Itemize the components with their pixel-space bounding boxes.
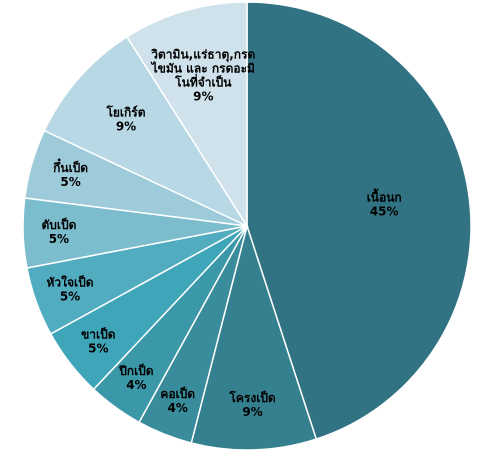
pie-label-name: วิตามิน,แร่ธาตุ,กรด: [151, 47, 256, 62]
pie-label-5: หัวใจเป็ด 5%: [46, 275, 93, 304]
pie-label-value: 5%: [49, 232, 69, 246]
pie-label-name: โนที่จำเป็น: [174, 73, 232, 89]
pie-label-name: โยเกิร์ต: [105, 104, 145, 119]
pie-label-1: โครงเป็ด 9%: [228, 390, 275, 419]
pie-label-name: หัวใจเป็ด: [46, 275, 93, 290]
pie-label-value: 9%: [242, 405, 262, 419]
pie-label-value: 45%: [370, 204, 399, 218]
pie-label-name: กึ๋นเป็ด: [53, 158, 88, 175]
pie-label-value: 5%: [60, 175, 80, 189]
pie-label-name: โครงเป็ด: [228, 390, 275, 405]
pie-label-6: ตับเป็ด 5%: [41, 217, 76, 246]
pie-label-name: ตับเป็ด: [41, 217, 76, 232]
pie-label-7: กึ๋นเป็ด 5%: [53, 158, 88, 189]
pie-label-name: ขาเป็ด: [81, 326, 116, 341]
pie-label-3: ปีกเป็ด 4%: [119, 363, 154, 392]
pie-slice-0: [246, 1, 472, 440]
pie-slice-8: [43, 35, 250, 228]
pie-label-value: 5%: [60, 290, 80, 304]
pie-label-value: 5%: [88, 341, 108, 355]
pie-label-value: 9%: [193, 89, 213, 103]
pie-label-name: ปีกเป็ด: [119, 363, 154, 378]
pie-slices: [22, 1, 472, 451]
pie-label-name: ไขมัน และ กรดอะมิ: [150, 60, 255, 75]
pie-label-value: 9%: [116, 119, 136, 133]
pie-labels: เนื้อนก 45%โครงเป็ด 9%คอเป็ด 4%ปีกเป็ด 4%ขาเ…: [41, 47, 401, 419]
pie-label-0: เนื้อนก 45%: [367, 187, 402, 218]
pie-slice-9: [125, 1, 248, 229]
pie-label-4: ขาเป็ด 5%: [81, 326, 116, 355]
pie-slice-1: [190, 223, 318, 451]
pie-label-9: วิตามิน,แร่ธาตุ,กรดไขมัน และ กรดอะมิโนที…: [150, 47, 256, 103]
pie-label-8: โยเกิร์ต 9%: [105, 104, 145, 133]
pie-label-name: คอเป็ด: [160, 386, 195, 401]
pie-label-value: 4%: [126, 378, 146, 392]
pie-label-name: เนื้อนก: [367, 187, 402, 204]
pie-label-2: คอเป็ด 4%: [160, 386, 195, 415]
pie-label-value: 4%: [168, 401, 188, 415]
